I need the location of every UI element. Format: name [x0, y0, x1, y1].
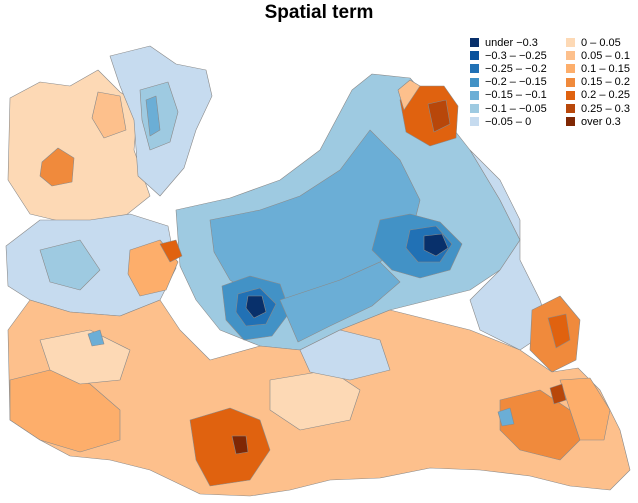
- legend-item: over 0.3: [566, 115, 630, 128]
- legend-label: −0.25 – −0.2: [485, 62, 547, 75]
- region-northwest-light: [91, 91, 127, 139]
- legend-positive-column: 0 – 0.05 0.05 – 0.1 0.1 – 0.15 0.15 – 0.2 0.…: [566, 36, 630, 128]
- region-small-blue-2: [497, 407, 515, 427]
- region-central-band: [279, 261, 401, 343]
- legend-item: 0.15 – 0.2: [566, 76, 630, 89]
- region-central-west-dark: [245, 295, 267, 319]
- legend-label: 0.25 – 0.3: [581, 102, 630, 115]
- legend-swatch: [470, 38, 479, 48]
- legend-item: 0.1 – 0.15: [566, 62, 630, 75]
- region-south-center-orange: [189, 407, 271, 487]
- legend-item: under −0.3: [470, 36, 547, 49]
- legend-label: 0.15 – 0.2: [581, 76, 630, 89]
- legend-label: −0.05 – 0: [485, 115, 532, 128]
- legend-item: −0.3 – −0.25: [470, 49, 547, 62]
- legend-item: −0.25 – −0.2: [470, 62, 547, 75]
- legend-label: −0.3 – −0.25: [485, 49, 547, 62]
- legend-label: 0 – 0.05: [581, 36, 621, 49]
- legend-item: 0.05 – 0.1: [566, 49, 630, 62]
- region-small-blue-1: [87, 329, 105, 347]
- region-central-east-dark: [423, 233, 449, 257]
- map-regions: [5, 45, 631, 497]
- legend-label: 0.2 – 0.25: [581, 89, 630, 102]
- legend-swatch: [566, 90, 575, 100]
- legend-negative-column: under −0.3 −0.3 – −0.25 −0.25 – −0.2 −0.2 –…: [470, 36, 547, 128]
- legend-swatch: [566, 117, 575, 127]
- legend-swatch: [470, 64, 479, 74]
- legend-item: −0.1 – −0.05: [470, 102, 547, 115]
- legend-item: 0.2 – 0.25: [566, 89, 630, 102]
- legend-label: −0.2 – −0.15: [485, 76, 547, 89]
- legend-swatch: [470, 104, 479, 114]
- legend-swatch: [566, 104, 575, 114]
- legend-swatch: [566, 77, 575, 87]
- region-east-orange-dark: [547, 313, 571, 349]
- legend-item: −0.05 – 0: [470, 115, 547, 128]
- legend-item: 0 – 0.05: [566, 36, 630, 49]
- legend-label: 0.1 – 0.15: [581, 62, 630, 75]
- region-northwest-orange: [39, 147, 75, 187]
- region-north-arm-blue: [145, 95, 161, 137]
- legend-label: −0.15 – −0.1: [485, 89, 547, 102]
- region-south-center-dark: [231, 435, 249, 455]
- region-southeast-light: [559, 377, 611, 441]
- legend-swatch: [470, 90, 479, 100]
- region-west-mid-light: [39, 239, 101, 291]
- region-southeast-dark: [549, 383, 567, 405]
- region-west-orange-dark: [159, 239, 183, 263]
- legend-label: over 0.3: [581, 115, 621, 128]
- legend-swatch: [470, 51, 479, 61]
- legend-item: −0.15 – −0.1: [470, 89, 547, 102]
- legend-label: under −0.3: [485, 36, 538, 49]
- legend-item: 0.25 – 0.3: [566, 102, 630, 115]
- region-south-light-blue: [299, 329, 391, 381]
- region-northeast-light: [397, 79, 421, 111]
- map-title: Spatial term: [264, 2, 374, 23]
- legend-swatch: [566, 51, 575, 61]
- legend-swatch: [470, 117, 479, 127]
- region-southeast-mid: [499, 389, 581, 461]
- legend-swatch: [566, 38, 575, 48]
- legend-item: −0.2 – −0.15: [470, 76, 547, 89]
- legend-swatch: [566, 64, 575, 74]
- legend-swatch: [470, 77, 479, 87]
- region-northeast-dark: [427, 99, 451, 133]
- legend-label: 0.05 – 0.1: [581, 49, 630, 62]
- legend-label: −0.1 – −0.05: [485, 102, 547, 115]
- region-southwest-light: [39, 329, 131, 385]
